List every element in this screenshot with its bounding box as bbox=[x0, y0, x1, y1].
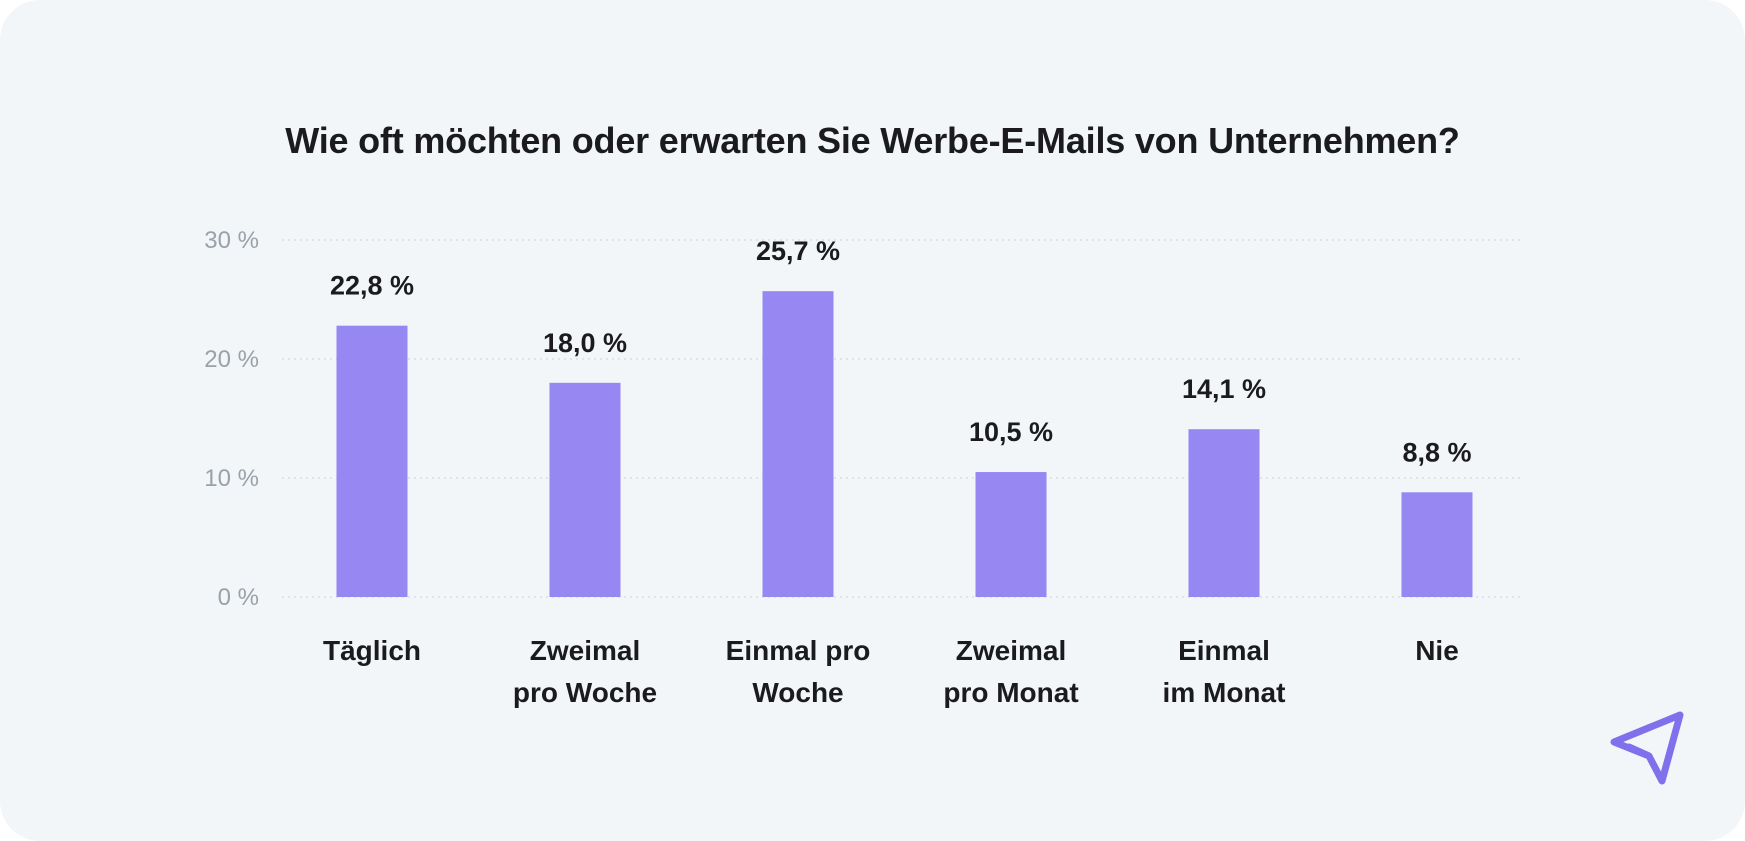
data-label: 25,7 % bbox=[756, 236, 840, 266]
bars bbox=[336, 291, 1473, 597]
bar bbox=[1401, 492, 1473, 597]
bar bbox=[975, 472, 1047, 597]
data-label: 18,0 % bbox=[543, 328, 627, 358]
x-axis-labels: Täglich Zweimal pro Woche Einmal pro Woche Zw… bbox=[323, 635, 1459, 708]
x-tick-label: Zweimal bbox=[530, 635, 640, 666]
x-tick-label: Zweimal bbox=[956, 635, 1066, 666]
y-axis-ticks: 0 % 10 % 20 % 30 % bbox=[204, 227, 259, 611]
x-tick-label: Nie bbox=[1415, 635, 1459, 666]
bar bbox=[762, 291, 834, 597]
paper-plane-icon bbox=[1610, 711, 1684, 785]
x-tick-label: Woche bbox=[752, 677, 843, 708]
data-label: 8,8 % bbox=[1402, 437, 1471, 467]
data-label: 10,5 % bbox=[969, 417, 1053, 447]
y-tick-label: 10 % bbox=[204, 465, 259, 492]
value-labels: 22,8 % 18,0 % 25,7 % 10,5 % 14,1 % 8,8 % bbox=[330, 236, 1472, 467]
bar bbox=[1188, 429, 1260, 597]
x-tick-label: Täglich bbox=[323, 635, 421, 666]
bar bbox=[336, 325, 408, 597]
grid-lines bbox=[282, 239, 1522, 598]
x-tick-label: pro Monat bbox=[943, 677, 1078, 708]
x-tick-label: Einmal pro bbox=[726, 635, 871, 666]
data-label: 14,1 % bbox=[1182, 374, 1266, 404]
x-tick-label: Einmal bbox=[1178, 635, 1270, 666]
x-tick-label: pro Woche bbox=[513, 677, 657, 708]
chart-title: Wie oft möchten oder erwarten Sie Werbe-… bbox=[285, 120, 1460, 161]
x-tick-label: im Monat bbox=[1163, 677, 1286, 708]
y-tick-label: 20 % bbox=[204, 346, 259, 373]
y-tick-label: 30 % bbox=[204, 227, 259, 254]
bar bbox=[549, 382, 621, 597]
y-tick-label: 0 % bbox=[218, 584, 259, 611]
data-label: 22,8 % bbox=[330, 271, 414, 301]
